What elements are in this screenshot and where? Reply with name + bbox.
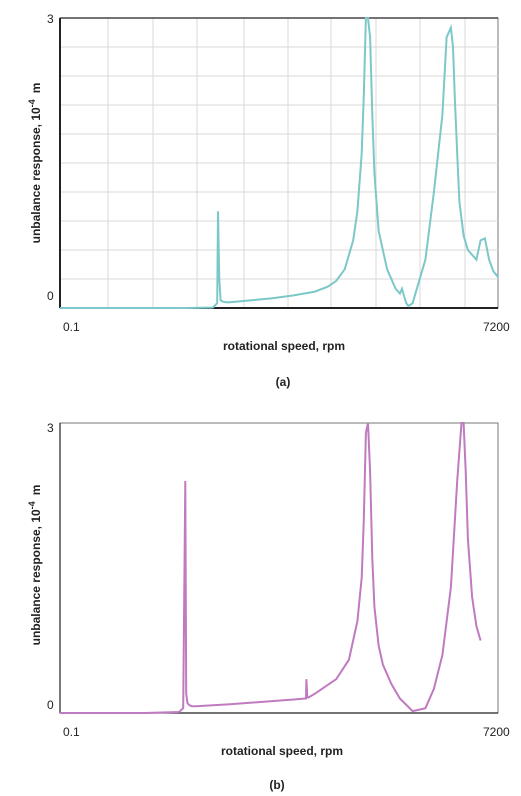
y-tick-top-a: 3 — [47, 12, 54, 26]
x-axis-label-b: rotational speed, rpm — [221, 744, 343, 758]
x-axis-label-a: rotational speed, rpm — [223, 339, 345, 353]
y-axis-label-unit-b: m — [29, 485, 43, 496]
response-curve-b — [60, 422, 482, 714]
x-tick-left-a: 0.1 — [63, 320, 80, 334]
response-curve-a — [60, 17, 499, 309]
grid-lines-a — [60, 18, 498, 308]
chart-panel-b: 3 0 0.1 7200 rotational speed, rpm unbal… — [27, 421, 510, 792]
chart-panel-a: 3 0 0.1 7200 rotational speed, rpm unbal… — [27, 12, 510, 389]
x-tick-left-b: 0.1 — [63, 725, 80, 739]
y-axis-label-exponent-b: -4 — [27, 501, 37, 509]
y-axis-label-a: unbalance response, 10-4 m — [27, 83, 43, 244]
y-axis-label-unit-a: m — [29, 83, 43, 94]
y-axis-label-exponent-a: -4 — [27, 99, 37, 107]
panel-caption-b: (b) — [269, 778, 284, 792]
plot-area-b — [59, 422, 499, 714]
y-axis-label-text-b: unbalance response, 10 — [29, 509, 43, 645]
x-tick-right-b: 7200 — [483, 725, 510, 739]
y-tick-top-b: 3 — [47, 421, 54, 435]
panel-caption-a: (a) — [276, 375, 291, 389]
y-tick-bottom-b: 0 — [47, 698, 54, 712]
y-tick-bottom-a: 0 — [47, 289, 54, 303]
y-axis-label-text-a: unbalance response, 10 — [29, 107, 43, 243]
y-axis-label-b: unbalance response, 10-4 m — [27, 485, 43, 646]
x-tick-right-a: 7200 — [483, 320, 510, 334]
